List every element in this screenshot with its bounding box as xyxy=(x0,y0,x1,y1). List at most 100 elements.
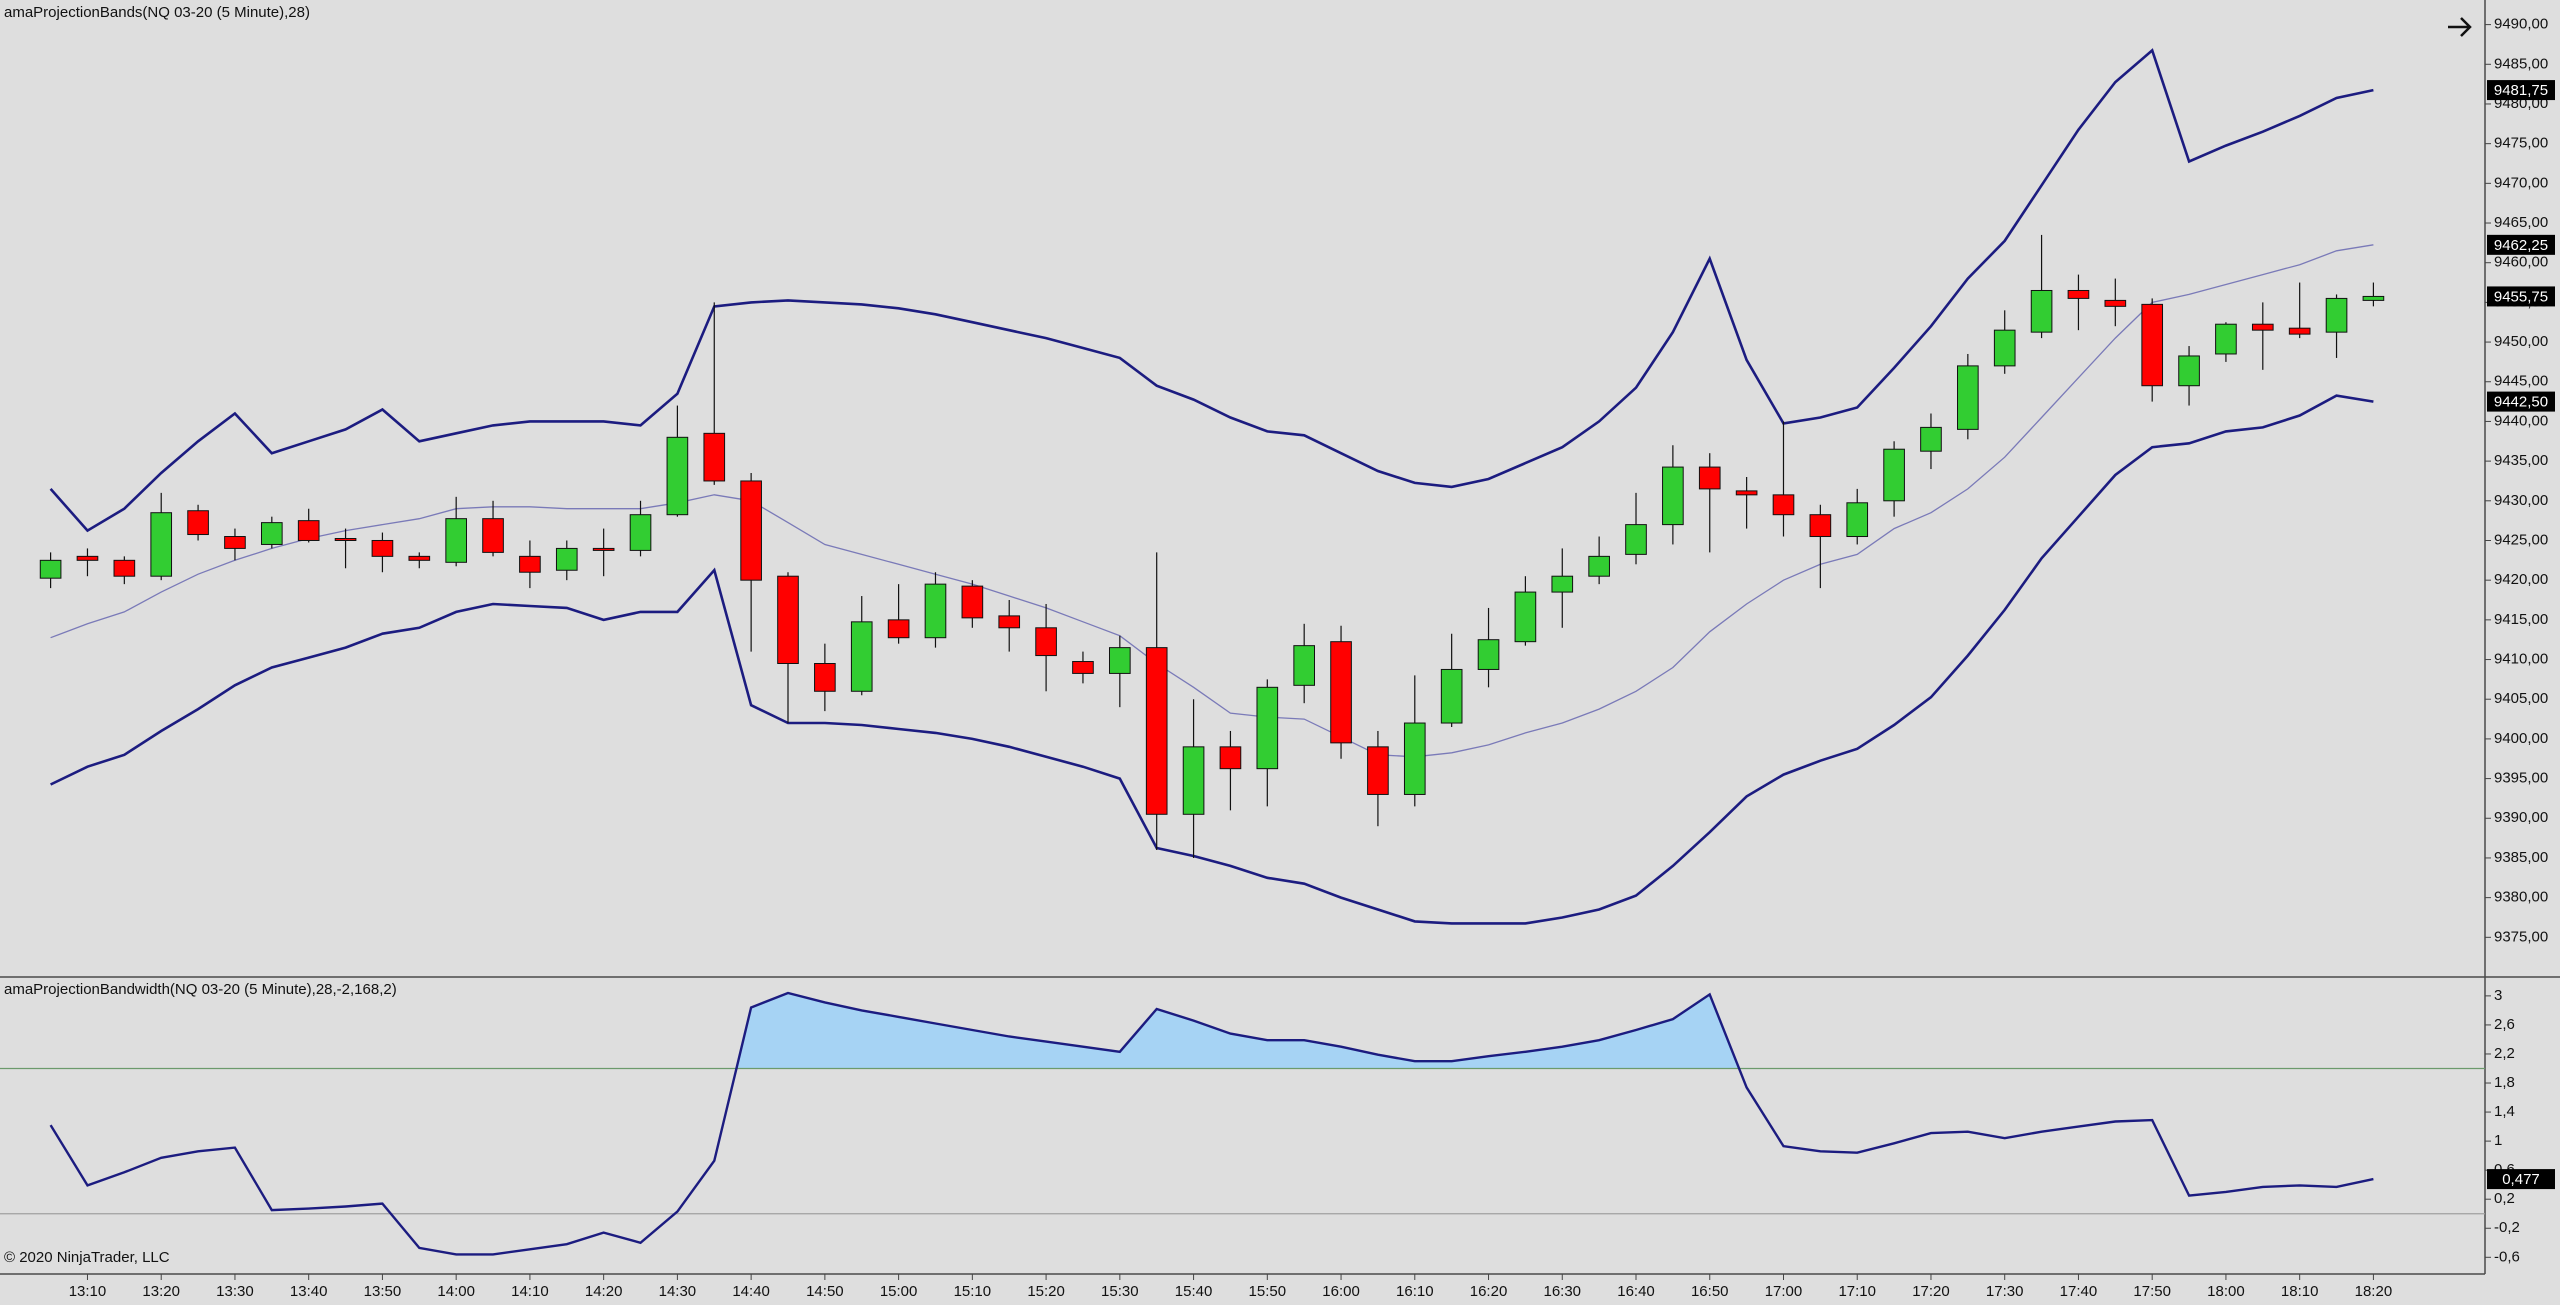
x-tick-label: 14:40 xyxy=(732,1283,770,1300)
x-tick-label: 13:20 xyxy=(142,1283,180,1300)
x-tick-label: 16:40 xyxy=(1617,1283,1655,1300)
candle-body xyxy=(1035,627,1057,657)
x-tick-label: 17:30 xyxy=(1986,1283,2024,1300)
candle-body xyxy=(1625,524,1647,555)
y-tick-label: 9450,00 xyxy=(2494,333,2548,350)
candle-body xyxy=(76,555,99,561)
candle-body xyxy=(482,518,504,553)
band-line xyxy=(49,48,2374,533)
x-tick-label: 15:40 xyxy=(1175,1283,1213,1300)
x-tick-label: 15:20 xyxy=(1027,1283,1065,1300)
candle-body xyxy=(1440,668,1463,724)
last-value-label: 0,477 xyxy=(2502,1171,2540,1188)
candle-body xyxy=(1403,722,1426,795)
candle-body xyxy=(224,536,246,549)
candle-body xyxy=(1551,575,1574,593)
last-value-label: 9481,75 xyxy=(2494,82,2548,99)
last-value-box xyxy=(2487,80,2555,101)
candle-body xyxy=(2104,299,2127,307)
y-tick-label: -0,6 xyxy=(2494,1248,2520,1265)
candle-body xyxy=(260,522,283,545)
band-line xyxy=(50,244,2374,758)
candle-body xyxy=(2362,295,2385,301)
candle-body xyxy=(1809,514,1832,538)
x-tick-label: 16:50 xyxy=(1691,1283,1729,1300)
candle-body xyxy=(2067,289,2090,299)
y-tick-label: 9420,00 xyxy=(2494,571,2548,588)
y-tick-label: 9460,00 xyxy=(2494,254,2548,271)
candle-body xyxy=(1662,466,1684,526)
candle-body xyxy=(1698,466,1721,490)
y-tick-label: 1 xyxy=(2494,1132,2502,1149)
x-tick-label: 15:10 xyxy=(954,1283,992,1300)
candle-body xyxy=(2325,297,2348,333)
x-tick-label: 16:10 xyxy=(1396,1283,1434,1300)
last-value-box xyxy=(2487,1169,2555,1190)
y-tick-label: 9390,00 xyxy=(2494,809,2548,826)
candle-body xyxy=(961,585,984,619)
x-tick-label: 17:40 xyxy=(2060,1283,2098,1300)
candle-body xyxy=(519,555,541,573)
x-tick-label: 14:10 xyxy=(511,1283,549,1300)
candle-body xyxy=(998,615,1021,629)
last-value-box xyxy=(2487,391,2555,412)
y-tick-label: 9490,00 xyxy=(2494,16,2548,33)
candle-body xyxy=(187,510,209,536)
candle-body xyxy=(2251,323,2274,331)
y-tick-label: 2,2 xyxy=(2494,1045,2515,1062)
candle-body xyxy=(1109,647,1131,674)
x-tick-label: 13:10 xyxy=(69,1283,107,1300)
y-tick-label: 9385,00 xyxy=(2494,849,2548,866)
candle-body xyxy=(1072,661,1094,674)
arrow-icon[interactable] xyxy=(2448,17,2472,37)
x-tick-label: 15:00 xyxy=(880,1283,918,1300)
y-tick-label: 9410,00 xyxy=(2494,651,2548,668)
y-tick-label: 9380,00 xyxy=(2494,889,2548,906)
y-tick-label: 9435,00 xyxy=(2494,452,2548,469)
x-tick-label: 16:00 xyxy=(1322,1283,1360,1300)
y-tick-label: 9415,00 xyxy=(2494,611,2548,628)
x-tick-label: 16:20 xyxy=(1470,1283,1508,1300)
y-tick-label: 1,8 xyxy=(2494,1074,2515,1091)
candle-body xyxy=(1477,639,1500,670)
candle-body xyxy=(555,547,578,571)
y-tick-label: 9465,00 xyxy=(2494,214,2548,231)
candle-body xyxy=(1219,746,1242,770)
x-tick-label: 17:20 xyxy=(1912,1283,1950,1300)
y-tick-label: 9395,00 xyxy=(2494,770,2548,787)
candle-body xyxy=(2288,327,2311,335)
x-tick-label: 17:50 xyxy=(2133,1283,2171,1300)
candle-body xyxy=(2215,323,2237,355)
candle-body xyxy=(2030,289,2053,333)
x-tick-label: 16:30 xyxy=(1543,1283,1581,1300)
candle-body xyxy=(1772,494,1795,516)
candle-body xyxy=(666,436,689,516)
x-tick-label: 14:30 xyxy=(659,1283,697,1300)
x-tick-label: 13:30 xyxy=(216,1283,254,1300)
y-tick-label: 9470,00 xyxy=(2494,174,2548,191)
x-tick-label: 18:10 xyxy=(2281,1283,2319,1300)
last-value-label: 9442,50 xyxy=(2494,394,2548,411)
y-tick-label: 9400,00 xyxy=(2494,730,2548,747)
y-tick-label: -0,2 xyxy=(2494,1219,2520,1236)
bandwidth-line xyxy=(49,991,2374,1256)
y-tick-label: 9430,00 xyxy=(2494,492,2548,509)
candle-body xyxy=(629,514,652,551)
candle-body xyxy=(1883,448,1905,502)
candle-body xyxy=(2141,303,2164,387)
candle-body xyxy=(1735,490,1758,496)
candle-body xyxy=(703,432,726,482)
candle-body xyxy=(1330,641,1352,744)
candle-body xyxy=(334,538,357,542)
y-tick-label: 1,4 xyxy=(2494,1103,2515,1120)
y-tick-label: 9375,00 xyxy=(2494,928,2548,945)
candle-body xyxy=(1293,645,1316,686)
candle-body xyxy=(924,583,947,639)
candle-body xyxy=(592,547,615,551)
candle-body xyxy=(850,621,873,692)
candle-body xyxy=(1514,591,1537,643)
panel-title: amaProjectionBands(NQ 03-20 (5 Minute),2… xyxy=(4,4,310,21)
x-tick-label: 14:00 xyxy=(437,1283,475,1300)
